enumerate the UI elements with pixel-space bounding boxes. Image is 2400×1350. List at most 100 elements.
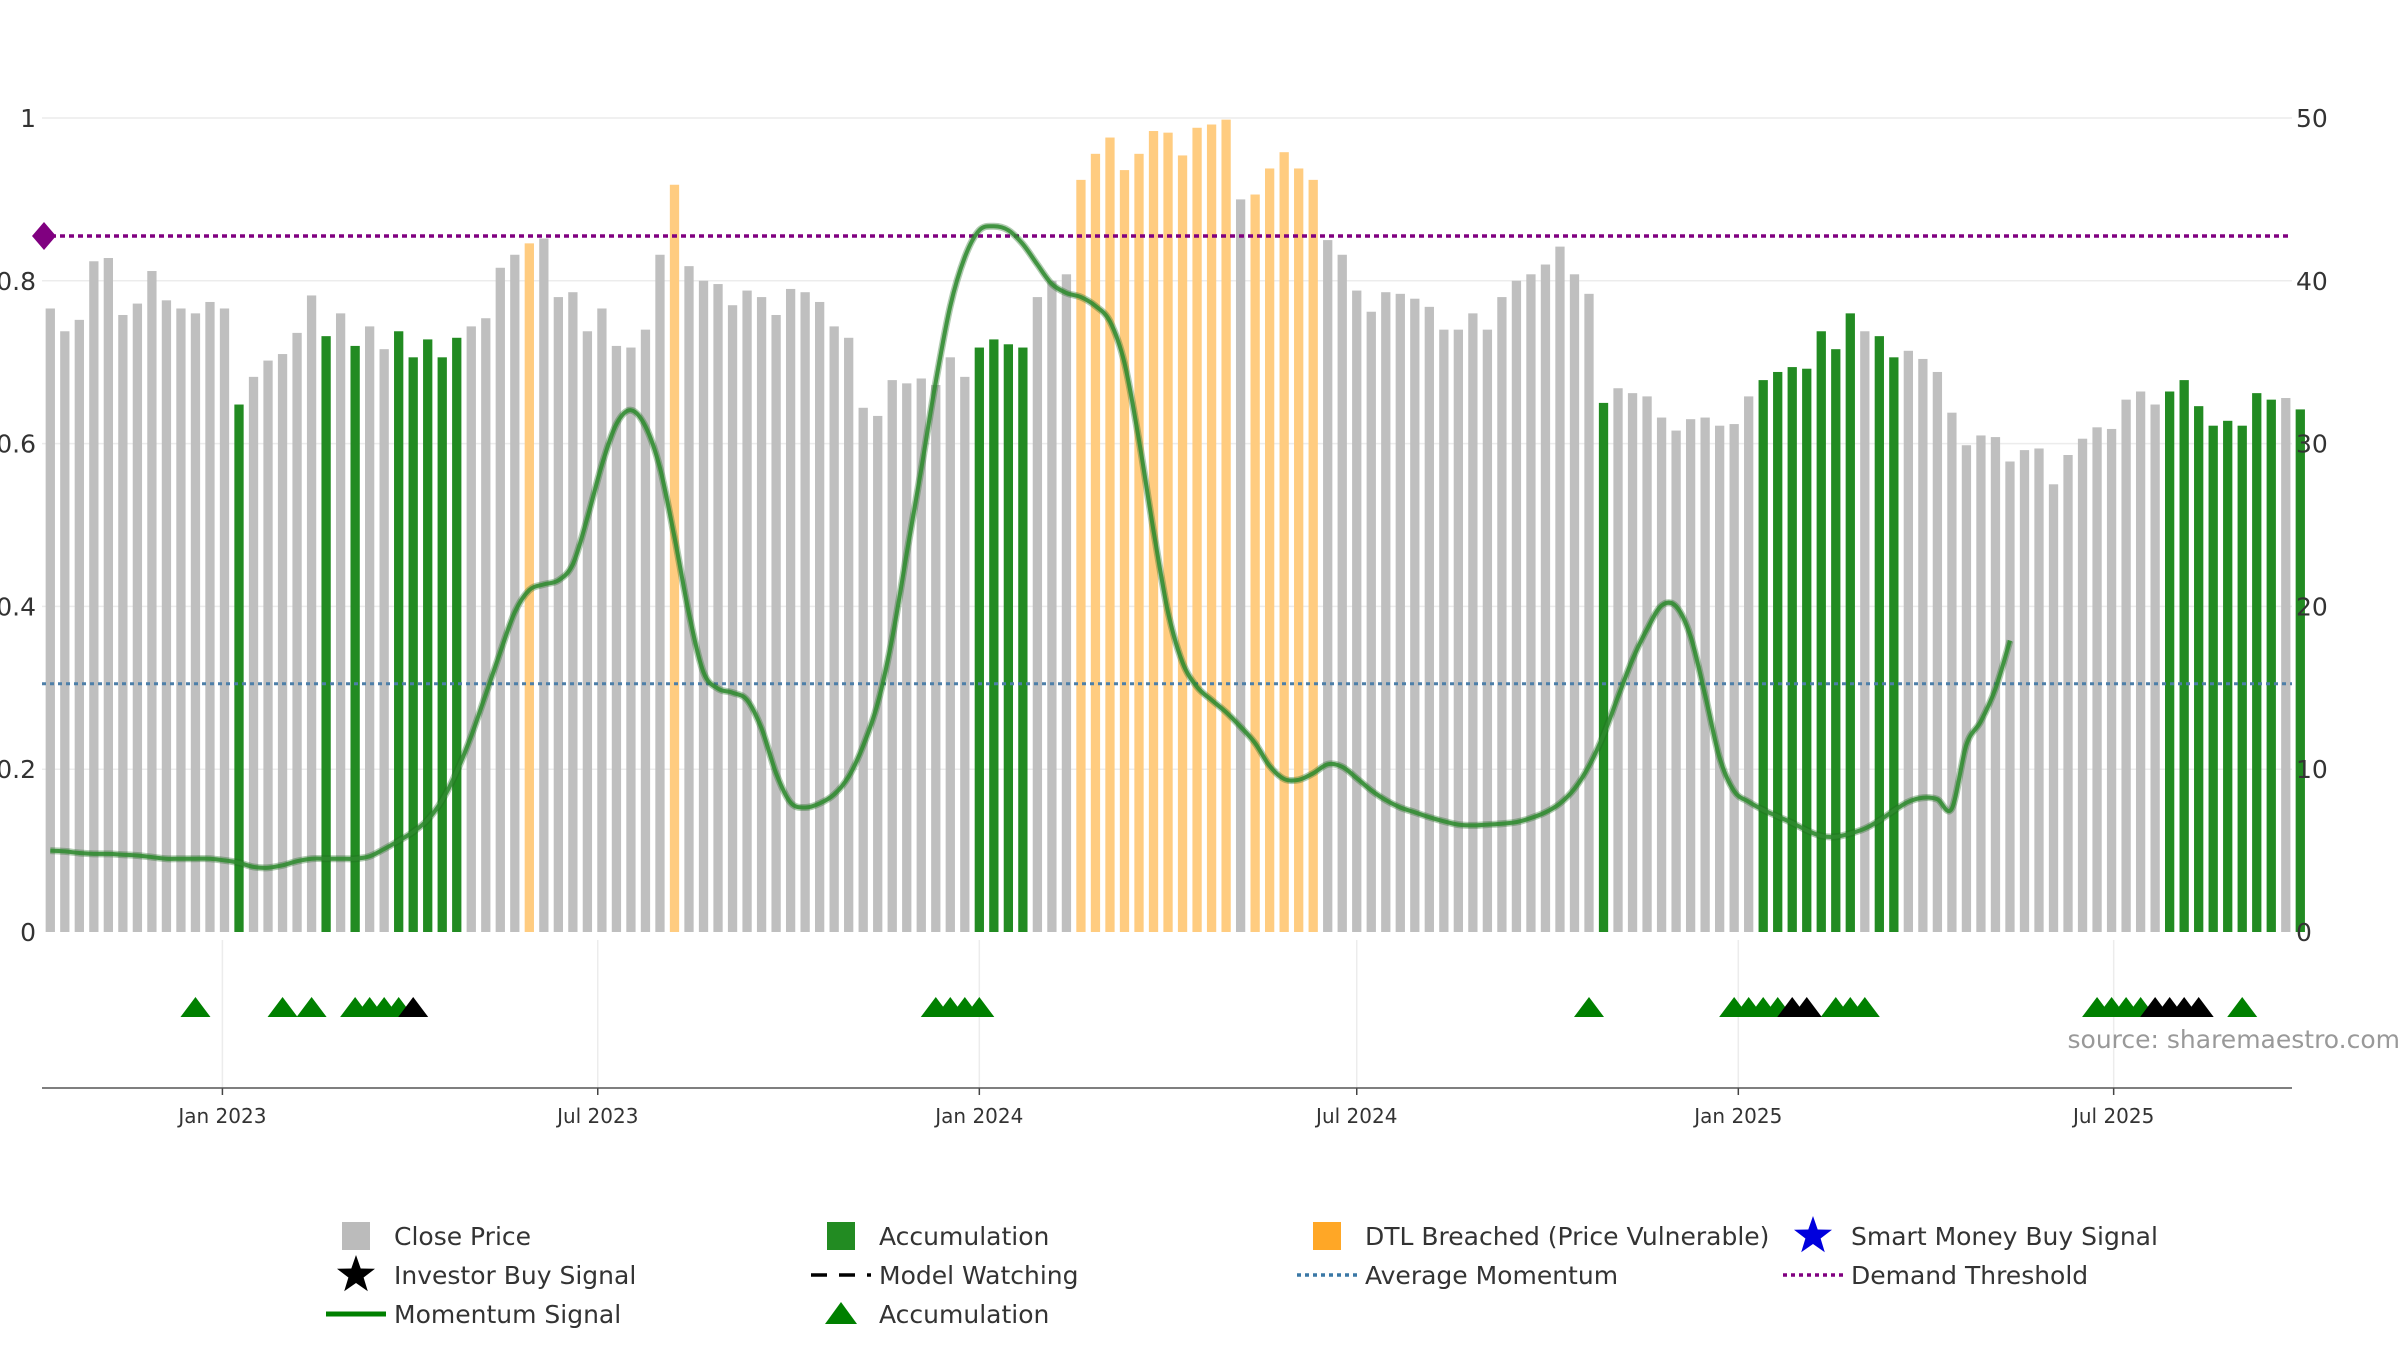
close-price-bar	[582, 331, 593, 932]
left-tick-label: 0.4	[0, 592, 36, 621]
close-price-bar	[640, 329, 651, 932]
close-price-bar	[74, 319, 84, 932]
dtl-breached-bar	[1177, 155, 1188, 933]
close-price-bar	[219, 308, 230, 932]
close-price-bar	[1642, 396, 1652, 932]
close-price-bar	[771, 314, 781, 932]
x-tick-label: Jul 2023	[555, 1104, 638, 1128]
close-price-bar	[858, 407, 868, 932]
close-price-bar	[1395, 293, 1405, 933]
x-tick-label: Jul 2024	[1314, 1104, 1397, 1128]
close-price-bar	[2019, 450, 2030, 932]
accumulation-marker	[2227, 997, 2258, 1017]
close-price-bar	[713, 284, 723, 932]
right-tick-label: 10	[2296, 755, 2328, 784]
legend-triangle-icon	[825, 1302, 857, 1324]
close-price-bar	[2077, 438, 2088, 932]
close-price-bar	[568, 292, 578, 932]
dtl-breached-bar	[1279, 152, 1289, 933]
accumulation-marker	[964, 997, 995, 1017]
close-price-bar	[89, 261, 99, 932]
investor-buy-marker	[2183, 997, 2214, 1017]
investor-buy-marker	[1791, 997, 1822, 1017]
close-price-bar	[1235, 199, 1246, 932]
close-price-bar	[1569, 274, 1580, 933]
dtl-breached-bar	[1206, 124, 1217, 932]
close-price-bar	[161, 300, 172, 932]
close-price-bar	[60, 331, 70, 932]
legend-item: Close Price	[342, 1222, 531, 1251]
right-tick-label: 30	[2296, 430, 2328, 459]
close-price-bar	[1932, 371, 1943, 932]
close-price-bar	[277, 354, 288, 932]
accumulation-bar	[2266, 399, 2276, 932]
close-price-bar	[1032, 297, 1043, 933]
accumulation-bar	[1773, 371, 1783, 932]
close-price-bar	[1061, 274, 1072, 933]
accumulation-bar	[1816, 331, 1826, 932]
close-price-bar	[2092, 427, 2102, 932]
close-price-bar	[785, 288, 796, 932]
legend: Close Price Accumulation DTL Breached (Pri…	[326, 1216, 2158, 1329]
close-price-bar	[190, 313, 201, 932]
accumulation-bar	[2223, 420, 2233, 932]
momentum-signal-line	[50, 224, 2012, 870]
close-price-bar	[2005, 461, 2015, 932]
close-price-bar	[1453, 329, 1464, 932]
legend-item: Accumulation	[825, 1300, 1049, 1329]
accumulation-bar	[321, 336, 331, 933]
close-price-bar	[1047, 280, 1057, 932]
close-price-bar	[292, 332, 302, 932]
close-price-bar	[1540, 264, 1551, 932]
close-price-bar	[1584, 293, 1594, 933]
reference-lines	[32, 222, 2292, 686]
legend-label: Accumulation	[879, 1300, 1049, 1329]
legend-item: Accumulation	[827, 1222, 1049, 1251]
accumulation-marker	[1849, 997, 1880, 1017]
close-price-bar	[1729, 424, 1739, 932]
legend-label: Demand Threshold	[1851, 1261, 2088, 1290]
close-price-bar	[1497, 297, 1507, 933]
legend-item: Momentum Signal	[326, 1300, 621, 1329]
legend-item: Model Watching	[811, 1261, 1079, 1290]
close-price-bar	[2106, 428, 2117, 932]
accumulation-bar	[1787, 367, 1797, 933]
x-tick-label: Jan 2023	[176, 1104, 266, 1128]
close-price-bar	[960, 376, 970, 932]
close-price-bar	[205, 301, 215, 932]
legend-label: Average Momentum	[1365, 1261, 1618, 1290]
accumulation-bar	[1845, 313, 1855, 932]
close-price-bar	[553, 297, 564, 933]
dtl-breached-bar	[1265, 168, 1275, 932]
close-price-bar	[655, 254, 665, 932]
close-price-bar	[103, 258, 114, 932]
close-price-bar	[1323, 240, 1333, 933]
close-price-bar	[1656, 417, 1667, 932]
close-price-bar	[626, 347, 636, 933]
close-price-bar	[1918, 358, 1928, 933]
close-price-bar	[263, 360, 273, 932]
right-tick-label: 50	[2296, 104, 2328, 133]
accumulation-bar	[437, 357, 447, 932]
close-price-bar	[1439, 329, 1449, 932]
legend-label: Accumulation	[879, 1222, 1049, 1251]
dtl-breached-bar	[1105, 137, 1115, 932]
close-price-bar	[931, 384, 941, 932]
legend-swatch	[342, 1222, 370, 1250]
legend-item: Average Momentum	[1297, 1261, 1618, 1290]
close-price-bar	[1860, 331, 1870, 932]
accumulation-marker	[296, 997, 327, 1017]
close-price-bar	[2135, 391, 2146, 932]
close-price-bar	[2034, 448, 2044, 932]
dtl-breached-bar	[1221, 119, 1231, 933]
close-price-bar	[45, 308, 55, 932]
left-tick-label: 0.2	[0, 755, 36, 784]
dtl-breached-bar	[1250, 194, 1260, 933]
accumulation-bar	[2179, 380, 2189, 932]
close-price-bar	[945, 357, 955, 932]
close-price-bar	[1947, 412, 1957, 933]
close-price-bar	[1526, 274, 1536, 933]
accumulation-bar	[1889, 357, 1899, 932]
accumulation-bar	[1003, 344, 1014, 932]
